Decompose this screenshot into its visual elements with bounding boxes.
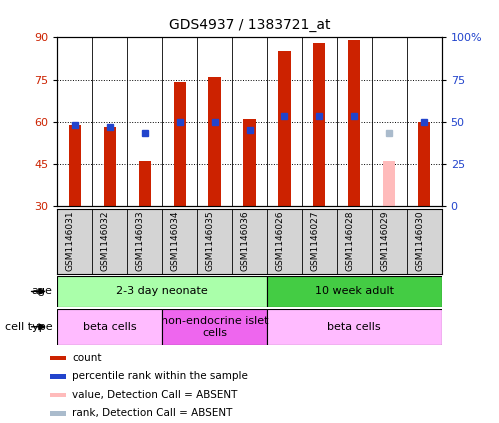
Text: value, Detection Call = ABSENT: value, Detection Call = ABSENT [72,390,238,400]
Text: GSM1146034: GSM1146034 [171,211,180,271]
Text: GSM1146030: GSM1146030 [415,211,424,271]
Bar [383,161,395,206]
Bar [57,276,267,307]
Text: GSM1146033: GSM1146033 [136,211,145,271]
Bar [267,309,442,345]
Text: rank, Detection Call = ABSENT: rank, Detection Call = ABSENT [72,409,233,418]
Text: GSM1146027: GSM1146027 [310,211,319,271]
Text: count: count [72,353,102,363]
Text: 2-3 day neonate: 2-3 day neonate [116,286,208,297]
Text: age: age [31,286,52,297]
Bar [49,356,66,360]
Bar [139,161,151,206]
Text: GSM1146028: GSM1146028 [345,211,354,271]
Bar [49,411,66,416]
Bar [57,309,162,345]
Bar [49,374,66,379]
Bar [267,276,442,307]
Bar [313,43,325,206]
Text: non-endocrine islet
cells: non-endocrine islet cells [161,316,268,338]
Bar [209,77,221,206]
Bar [348,40,360,206]
Bar [104,127,116,206]
Text: GSM1146032: GSM1146032 [101,211,110,271]
Text: 10 week adult: 10 week adult [315,286,394,297]
Text: beta cells: beta cells [327,322,381,332]
Bar [162,309,267,345]
Bar [418,122,430,206]
Bar [174,82,186,206]
Text: GSM1146026: GSM1146026 [275,211,284,271]
Text: beta cells: beta cells [83,322,137,332]
Bar [69,125,81,206]
Text: GSM1146035: GSM1146035 [206,211,215,271]
Text: cell type: cell type [5,322,52,332]
Bar [244,119,255,206]
Bar [49,393,66,397]
Text: percentile rank within the sample: percentile rank within the sample [72,371,248,382]
Text: GSM1146029: GSM1146029 [380,211,389,271]
Text: GSM1146031: GSM1146031 [66,211,75,271]
Text: GSM1146036: GSM1146036 [241,211,250,271]
Text: GDS4937 / 1383721_at: GDS4937 / 1383721_at [169,17,330,32]
Bar [278,51,290,206]
